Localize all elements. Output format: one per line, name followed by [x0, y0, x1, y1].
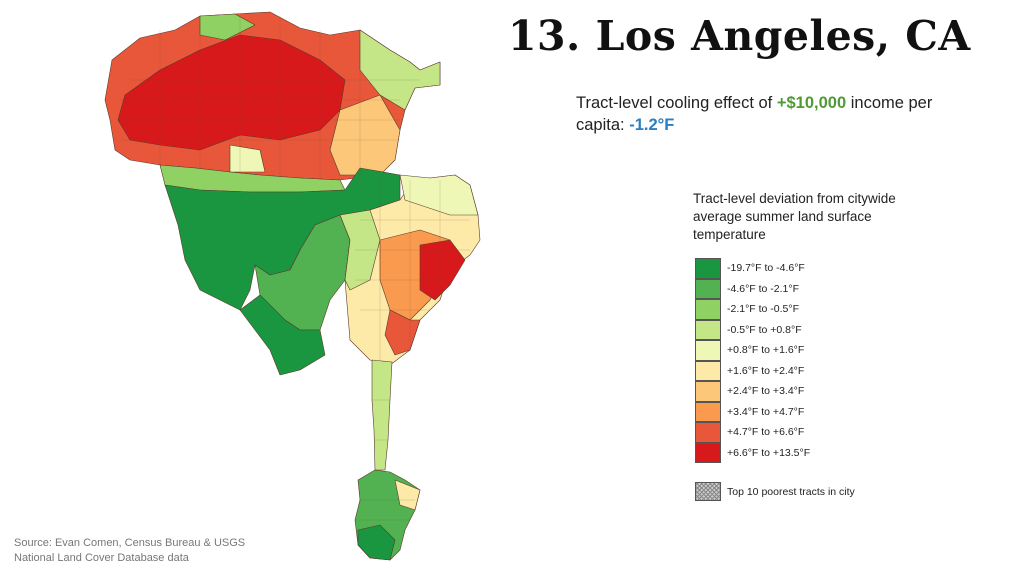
legend-item: -4.6°F to -2.1°F	[695, 278, 810, 299]
map-region-harbor-south	[357, 524, 396, 561]
legend-item: -2.1°F to -0.5°F	[695, 299, 810, 320]
map-region-valley-warm	[329, 94, 401, 176]
source-line-2: National Land Cover Database data	[14, 552, 189, 564]
source-note: Source: Evan Comen, Census Bureau & USGS…	[14, 536, 245, 566]
legend-swatch	[695, 381, 721, 402]
legend-swatch	[695, 360, 721, 381]
legend-swatch	[695, 319, 721, 340]
cooling-effect-value: -1.2°F	[629, 116, 675, 134]
map-region-valley-light	[229, 144, 266, 173]
legend-swatch	[695, 258, 721, 279]
map-region-coast	[239, 294, 326, 376]
map-region-harbor-port	[394, 479, 421, 511]
income-amount: +$10,000	[776, 94, 847, 112]
statement-middle: income per capita:	[576, 94, 933, 134]
legend-label: -0.5°F to +0.8°F	[727, 323, 802, 336]
legend-swatch	[695, 299, 721, 320]
map-region-east-hot	[419, 239, 466, 301]
legend-item: -0.5°F to +0.8°F	[695, 319, 810, 340]
legend-label: +3.4°F to +4.7°F	[727, 405, 805, 418]
map-region-corridor	[371, 359, 393, 471]
legend-item: +1.6°F to +2.4°F	[695, 360, 810, 381]
legend-swatch	[695, 401, 721, 422]
hatched-swatch	[695, 482, 721, 501]
source-line-1: Source: Evan Comen, Census Bureau & USGS	[14, 537, 246, 549]
legend-poorest-tracts: Top 10 poorest tracts in city	[695, 482, 855, 501]
legend-label: +2.4°F to +3.4°F	[727, 385, 805, 398]
legend-swatch	[695, 422, 721, 443]
legend-swatch	[695, 442, 721, 463]
legend-item: +6.6°F to +13.5°F	[695, 442, 811, 463]
legend-item: +2.4°F to +3.4°F	[695, 381, 810, 402]
legend-label: +1.6°F to +2.4°F	[727, 364, 805, 377]
legend-item: +4.7°F to +6.6°F	[695, 422, 810, 443]
cooling-effect-statement: Tract-level cooling effect of +$10,000 i…	[576, 92, 976, 136]
tract-boundaries	[120, 15, 470, 521]
legend-poorest-label: Top 10 poorest tracts in city	[727, 485, 855, 498]
legend-label: -19.7°F to -4.6°F	[727, 262, 805, 275]
legend-swatch	[695, 278, 721, 299]
legend-label: -4.6°F to -2.1°F	[727, 282, 800, 295]
page-title: 13. Los Angeles, CA	[508, 12, 971, 60]
legend-swatch	[695, 340, 721, 361]
legend-label: +4.7°F to +6.6°F	[727, 426, 805, 439]
legend-title: Tract-level deviation from citywide aver…	[693, 191, 896, 242]
map-region-valley-edge-ne	[359, 29, 441, 111]
legend-label: -2.1°F to -0.5°F	[727, 303, 800, 316]
legend-item: +3.4°F to +4.7°F	[695, 401, 810, 422]
legend-item: -19.7°F to -4.6°F	[695, 258, 810, 279]
legend-item: +0.8°F to +1.6°F	[695, 340, 810, 361]
legend: -19.7°F to -4.6°F -4.6°F to -2.1°F -2.1°F …	[695, 258, 810, 463]
legend-label: +6.6°F to +13.5°F	[727, 446, 811, 459]
statement-prefix: Tract-level cooling effect of	[576, 94, 777, 112]
legend-label: +0.8°F to +1.6°F	[727, 344, 805, 357]
